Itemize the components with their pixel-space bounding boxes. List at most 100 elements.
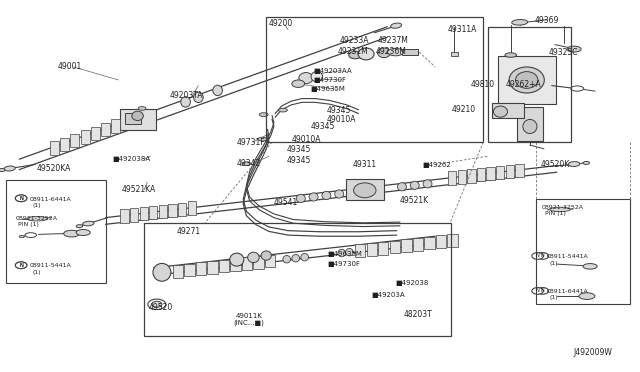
Text: (1): (1) [549, 260, 557, 266]
Text: 08921-3252A: 08921-3252A [541, 205, 584, 210]
Bar [159, 205, 167, 218]
Ellipse shape [346, 248, 353, 256]
Text: 49271: 49271 [177, 227, 201, 236]
Text: 49233A: 49233A [339, 36, 369, 45]
Bar [91, 127, 100, 140]
Text: N: N [541, 288, 545, 294]
Bar [355, 244, 365, 257]
Circle shape [532, 253, 543, 259]
Circle shape [537, 288, 548, 294]
Ellipse shape [568, 161, 580, 167]
Text: N: N [536, 288, 540, 294]
Ellipse shape [83, 221, 94, 226]
Ellipse shape [19, 235, 24, 238]
Ellipse shape [76, 230, 90, 235]
Text: 49520: 49520 [149, 303, 173, 312]
Ellipse shape [358, 48, 374, 60]
Bar [447, 234, 458, 247]
Ellipse shape [283, 256, 291, 263]
Bar [448, 171, 456, 185]
Text: (1): (1) [33, 203, 41, 208]
Text: 49203TA: 49203TA [170, 92, 203, 100]
Text: 08911-5441A: 08911-5441A [547, 254, 588, 259]
Bar [265, 254, 275, 267]
Ellipse shape [571, 86, 584, 91]
Ellipse shape [410, 181, 419, 189]
Ellipse shape [509, 67, 545, 93]
Text: J492009W: J492009W [573, 348, 612, 357]
Bar [70, 134, 79, 147]
Text: 08911-5441A: 08911-5441A [30, 263, 72, 269]
Ellipse shape [390, 23, 402, 28]
Text: 08911-6441A: 08911-6441A [547, 289, 588, 294]
Bar [413, 238, 423, 251]
Bar [477, 168, 485, 182]
Bar [178, 203, 186, 216]
Ellipse shape [512, 19, 527, 25]
Bar [184, 264, 195, 276]
Bar [207, 261, 218, 274]
Text: 49237M: 49237M [378, 36, 408, 45]
Bar [515, 164, 524, 177]
Text: 49342: 49342 [237, 159, 261, 168]
Bar [496, 166, 504, 179]
Ellipse shape [309, 193, 318, 201]
Circle shape [15, 262, 27, 269]
Ellipse shape [259, 113, 268, 116]
Ellipse shape [311, 71, 323, 82]
Text: 49731F: 49731F [237, 138, 266, 147]
Ellipse shape [579, 293, 595, 299]
Ellipse shape [27, 217, 47, 221]
Bar [130, 208, 138, 221]
Ellipse shape [423, 180, 432, 188]
Bar [402, 49, 418, 55]
Bar [378, 242, 388, 254]
Text: ■49262: ■49262 [422, 162, 451, 168]
Ellipse shape [258, 137, 267, 141]
Text: 49520K: 49520K [541, 160, 570, 169]
Ellipse shape [180, 97, 191, 107]
Ellipse shape [388, 48, 404, 56]
Text: 49010A: 49010A [291, 135, 321, 144]
Text: 49541: 49541 [274, 198, 298, 207]
Ellipse shape [397, 183, 406, 191]
Bar [367, 243, 377, 256]
Text: 08911-6441A: 08911-6441A [30, 196, 72, 202]
Bar [196, 262, 206, 275]
Ellipse shape [516, 71, 538, 89]
Bar [390, 241, 400, 253]
Text: 49001: 49001 [58, 62, 82, 71]
Bar [120, 109, 156, 129]
Ellipse shape [493, 106, 508, 117]
Ellipse shape [299, 73, 313, 84]
Text: ■492038: ■492038 [395, 280, 428, 286]
Bar [424, 237, 435, 249]
Text: 49520KA: 49520KA [37, 164, 72, 173]
Text: N: N [536, 253, 540, 259]
Text: ■49203A: ■49203A [371, 292, 405, 298]
Bar [173, 265, 183, 278]
Bar [266, 17, 483, 142]
Circle shape [532, 288, 543, 294]
Text: 49810: 49810 [471, 80, 495, 89]
Text: ■49635M: ■49635M [310, 86, 345, 92]
Text: 49345: 49345 [326, 106, 351, 115]
Text: 49345: 49345 [287, 156, 311, 165]
Circle shape [537, 253, 548, 259]
Ellipse shape [505, 53, 516, 57]
Bar [401, 239, 412, 252]
Bar [140, 207, 148, 220]
Ellipse shape [230, 253, 244, 266]
Ellipse shape [335, 190, 344, 198]
Ellipse shape [523, 119, 537, 134]
Text: 49521K: 49521K [400, 196, 429, 205]
Bar [467, 169, 476, 183]
Text: N: N [19, 196, 23, 201]
Ellipse shape [153, 263, 171, 281]
Bar [536, 199, 630, 304]
Ellipse shape [76, 225, 83, 228]
Text: 49010A: 49010A [326, 115, 356, 124]
Ellipse shape [583, 161, 589, 164]
Text: 49011K: 49011K [236, 313, 262, 319]
Text: ■49635M: ■49635M [328, 251, 362, 257]
